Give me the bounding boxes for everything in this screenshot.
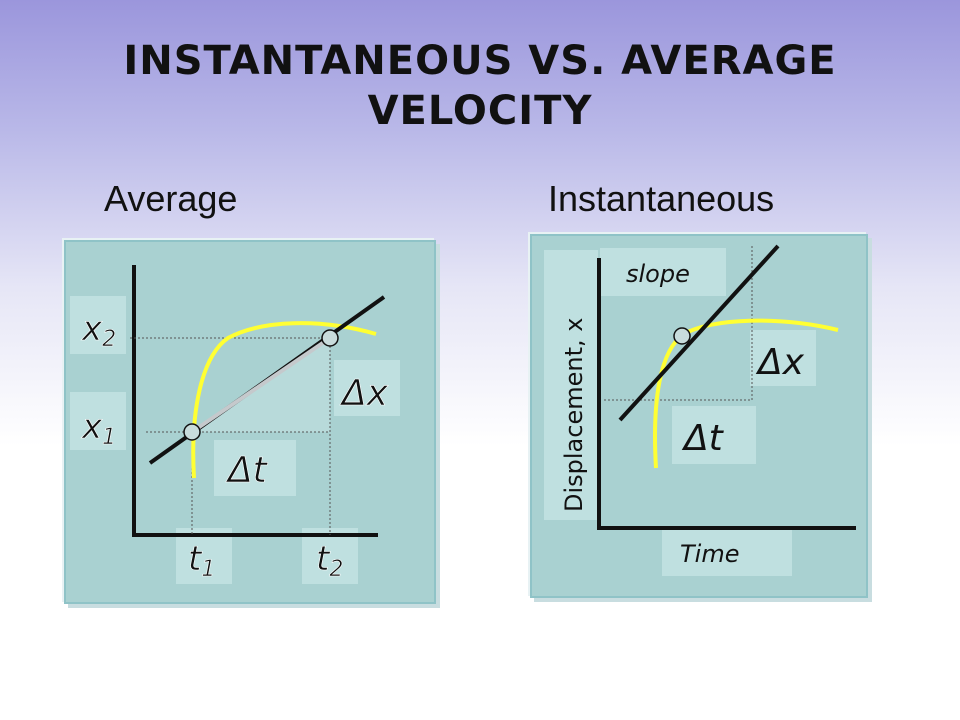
inst-delta-t-box — [672, 406, 756, 464]
t2-label: t2 — [316, 539, 343, 582]
delta-x-label: Δx — [339, 373, 389, 414]
y-axis-label-box — [544, 250, 598, 520]
t2-label-box — [302, 528, 358, 584]
point-1 — [183, 423, 201, 441]
inst-delta-x-box — [750, 330, 816, 386]
x2-label-box — [70, 296, 126, 354]
x-axis-label: Time — [680, 540, 739, 568]
t1-label-box — [176, 528, 232, 584]
delta-t-label: Δt — [225, 450, 269, 491]
slide-title-line1: Instantaneous vs. Average — [123, 38, 837, 84]
x2-label: x2 — [81, 309, 116, 352]
t1-label: t1 — [188, 539, 215, 582]
secant-line-inner — [190, 336, 332, 434]
average-heading: Average — [104, 178, 238, 219]
tangent-point — [673, 327, 691, 345]
tangent-line — [618, 244, 780, 422]
time-label-box — [662, 528, 792, 576]
x1-label-box — [70, 392, 126, 450]
inst-delta-x-label: Δx — [755, 342, 805, 383]
x1-label: x1 — [81, 407, 116, 450]
slide-title: Instantaneous vs. Average Velocity — [0, 36, 960, 136]
delta-t-label-box — [214, 440, 296, 496]
y-axis-label: Displacement, x — [560, 318, 588, 512]
slide-title-line2: Velocity — [367, 88, 593, 134]
position-curve — [191, 321, 377, 479]
slope-label: slope — [626, 260, 690, 288]
instantaneous-heading: Instantaneous — [548, 178, 775, 219]
delta-x-label-box — [334, 360, 400, 416]
point-2 — [321, 329, 339, 347]
inst-delta-t-label: Δt — [681, 418, 725, 459]
slope-label-box — [600, 248, 726, 296]
